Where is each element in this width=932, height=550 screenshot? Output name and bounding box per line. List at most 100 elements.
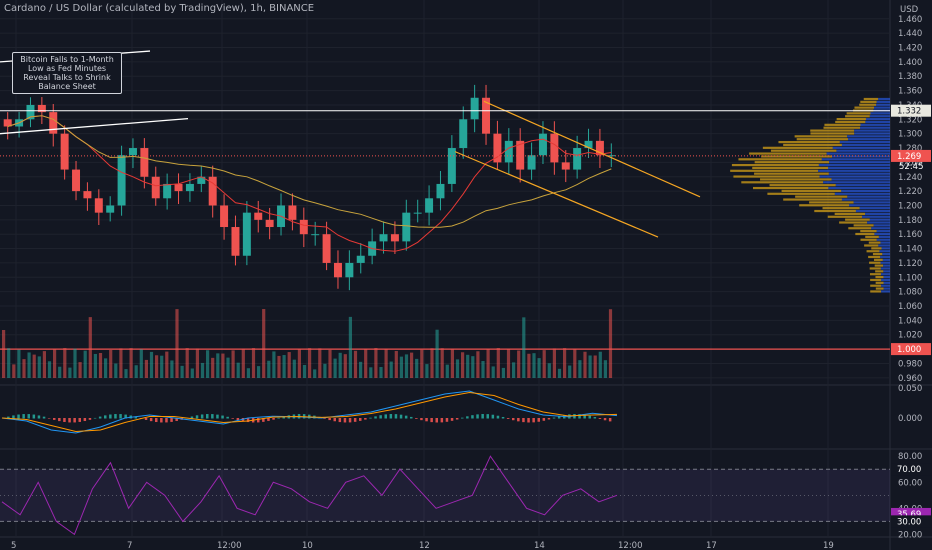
macd-histogram-bar bbox=[83, 418, 87, 422]
macd-histogram-bar bbox=[267, 418, 270, 421]
volume-bar bbox=[415, 358, 419, 378]
volume-profile-bar bbox=[848, 227, 872, 230]
volume-profile-bar bbox=[874, 106, 890, 109]
volume-profile-bar bbox=[875, 287, 884, 290]
volume-profile-bar bbox=[839, 140, 890, 144]
time-axis-tick: 12:00 bbox=[618, 541, 643, 550]
volume-profile-bar bbox=[828, 172, 890, 175]
volume-bar bbox=[471, 356, 475, 378]
price-axis-tick: 1.200 bbox=[898, 201, 922, 211]
volume-bar bbox=[109, 349, 113, 378]
volume-bar bbox=[257, 366, 261, 378]
volume-bar bbox=[430, 348, 434, 378]
macd-histogram-bar bbox=[144, 418, 148, 420]
volume-bar bbox=[461, 352, 465, 378]
volume-profile-bar bbox=[731, 163, 819, 167]
volume-bar bbox=[78, 362, 82, 378]
volume-profile-bar bbox=[760, 178, 832, 181]
volume-profile-bar bbox=[878, 97, 890, 101]
volume-profile-bar bbox=[882, 258, 890, 261]
volume-profile-bar bbox=[880, 261, 890, 264]
volume-bar bbox=[537, 358, 541, 378]
resistance-price-label-bg bbox=[891, 104, 931, 117]
macd-histogram-bar bbox=[119, 414, 122, 419]
volume-profile-bar bbox=[871, 247, 882, 250]
volume-profile-bar bbox=[752, 186, 829, 190]
volume-profile-bar bbox=[783, 198, 842, 201]
volume-profile-bar bbox=[860, 100, 877, 103]
macd-histogram-bar bbox=[78, 418, 81, 422]
macd-histogram-bar bbox=[578, 414, 581, 419]
volume-profile-bar bbox=[865, 118, 890, 121]
currency-label: USD bbox=[900, 5, 919, 15]
macd-histogram-bar bbox=[109, 414, 112, 419]
macd-histogram-bar bbox=[532, 418, 535, 423]
price-axis-tick: 1.240 bbox=[898, 173, 922, 183]
support-price-label-bg bbox=[891, 343, 931, 356]
candle-body bbox=[117, 155, 126, 206]
volume-bar bbox=[170, 360, 174, 378]
macd-histogram-bar bbox=[231, 418, 234, 419]
volume-profile-bar bbox=[870, 112, 890, 115]
candle-body bbox=[231, 227, 240, 256]
price-axis-tick: 1.060 bbox=[898, 302, 922, 312]
macd-histogram-bar bbox=[211, 414, 214, 419]
candle-body bbox=[413, 212, 422, 214]
macd-histogram-bar bbox=[93, 417, 97, 419]
volume-profile-bar bbox=[859, 207, 890, 210]
candle-body bbox=[584, 140, 593, 149]
volume-profile-bar bbox=[841, 189, 890, 193]
macd-histogram-bar bbox=[98, 416, 102, 419]
volume-bar bbox=[410, 352, 414, 378]
candle-body bbox=[402, 212, 411, 242]
volume-profile-bar bbox=[809, 201, 854, 204]
volume-bar bbox=[532, 353, 536, 378]
price-axis-tick: 1.400 bbox=[898, 58, 922, 68]
volume-profile-bar bbox=[859, 103, 877, 106]
volume-bar bbox=[588, 355, 592, 378]
moving-average-short bbox=[7, 115, 612, 252]
volume-bar bbox=[17, 349, 21, 378]
time-axis-tick: 12 bbox=[419, 541, 430, 550]
volume-bar bbox=[83, 350, 87, 378]
volume-bar bbox=[348, 316, 352, 378]
price-axis-tick: 1.140 bbox=[898, 245, 922, 255]
volume-profile-bar bbox=[855, 232, 875, 236]
volume-profile-bar bbox=[870, 284, 882, 287]
rsi-current-label: 35.69 bbox=[897, 510, 921, 520]
volume-bar bbox=[98, 352, 103, 378]
volume-bar bbox=[211, 357, 215, 378]
channel-upper-line bbox=[483, 100, 701, 198]
volume-bar bbox=[517, 350, 521, 378]
macd-histogram-bar bbox=[486, 414, 489, 419]
volume-profile-bar bbox=[781, 189, 842, 193]
volume-profile-bar bbox=[854, 132, 890, 135]
volume-bar bbox=[267, 360, 271, 378]
macd-histogram-bar bbox=[160, 418, 163, 423]
volume-bar bbox=[512, 362, 516, 378]
volume-profile-bar bbox=[865, 120, 890, 124]
volume-bar bbox=[37, 356, 41, 378]
volume-profile-bar bbox=[874, 232, 890, 236]
macd-histogram-bar bbox=[379, 415, 382, 419]
volume-bar bbox=[369, 367, 373, 378]
volume-bar bbox=[104, 358, 108, 378]
volume-bar bbox=[246, 368, 250, 378]
volume-profile-bar bbox=[869, 267, 881, 270]
price-axis-tick: 1.080 bbox=[898, 288, 922, 298]
rsi-axis-tick: 60.00 bbox=[898, 478, 922, 488]
macd-histogram-bar bbox=[226, 416, 229, 419]
volume-profile-bar bbox=[823, 126, 861, 129]
macd-histogram-bar bbox=[149, 418, 153, 422]
volume-bar bbox=[445, 364, 449, 378]
rsi-line bbox=[1, 455, 618, 536]
volume-profile-bar bbox=[783, 143, 842, 147]
volume-profile-bar bbox=[883, 287, 890, 290]
candle-body bbox=[83, 191, 92, 199]
volume-profile-bar bbox=[870, 290, 882, 293]
volume-bar bbox=[190, 368, 194, 378]
news-annotation[interactable]: Bitcoin Falls to 1-Month Low as Fed Minu… bbox=[12, 52, 122, 94]
volume-profile-bar bbox=[883, 264, 890, 267]
time-axis-tick: 19 bbox=[823, 541, 834, 550]
signal-line bbox=[1, 391, 618, 433]
